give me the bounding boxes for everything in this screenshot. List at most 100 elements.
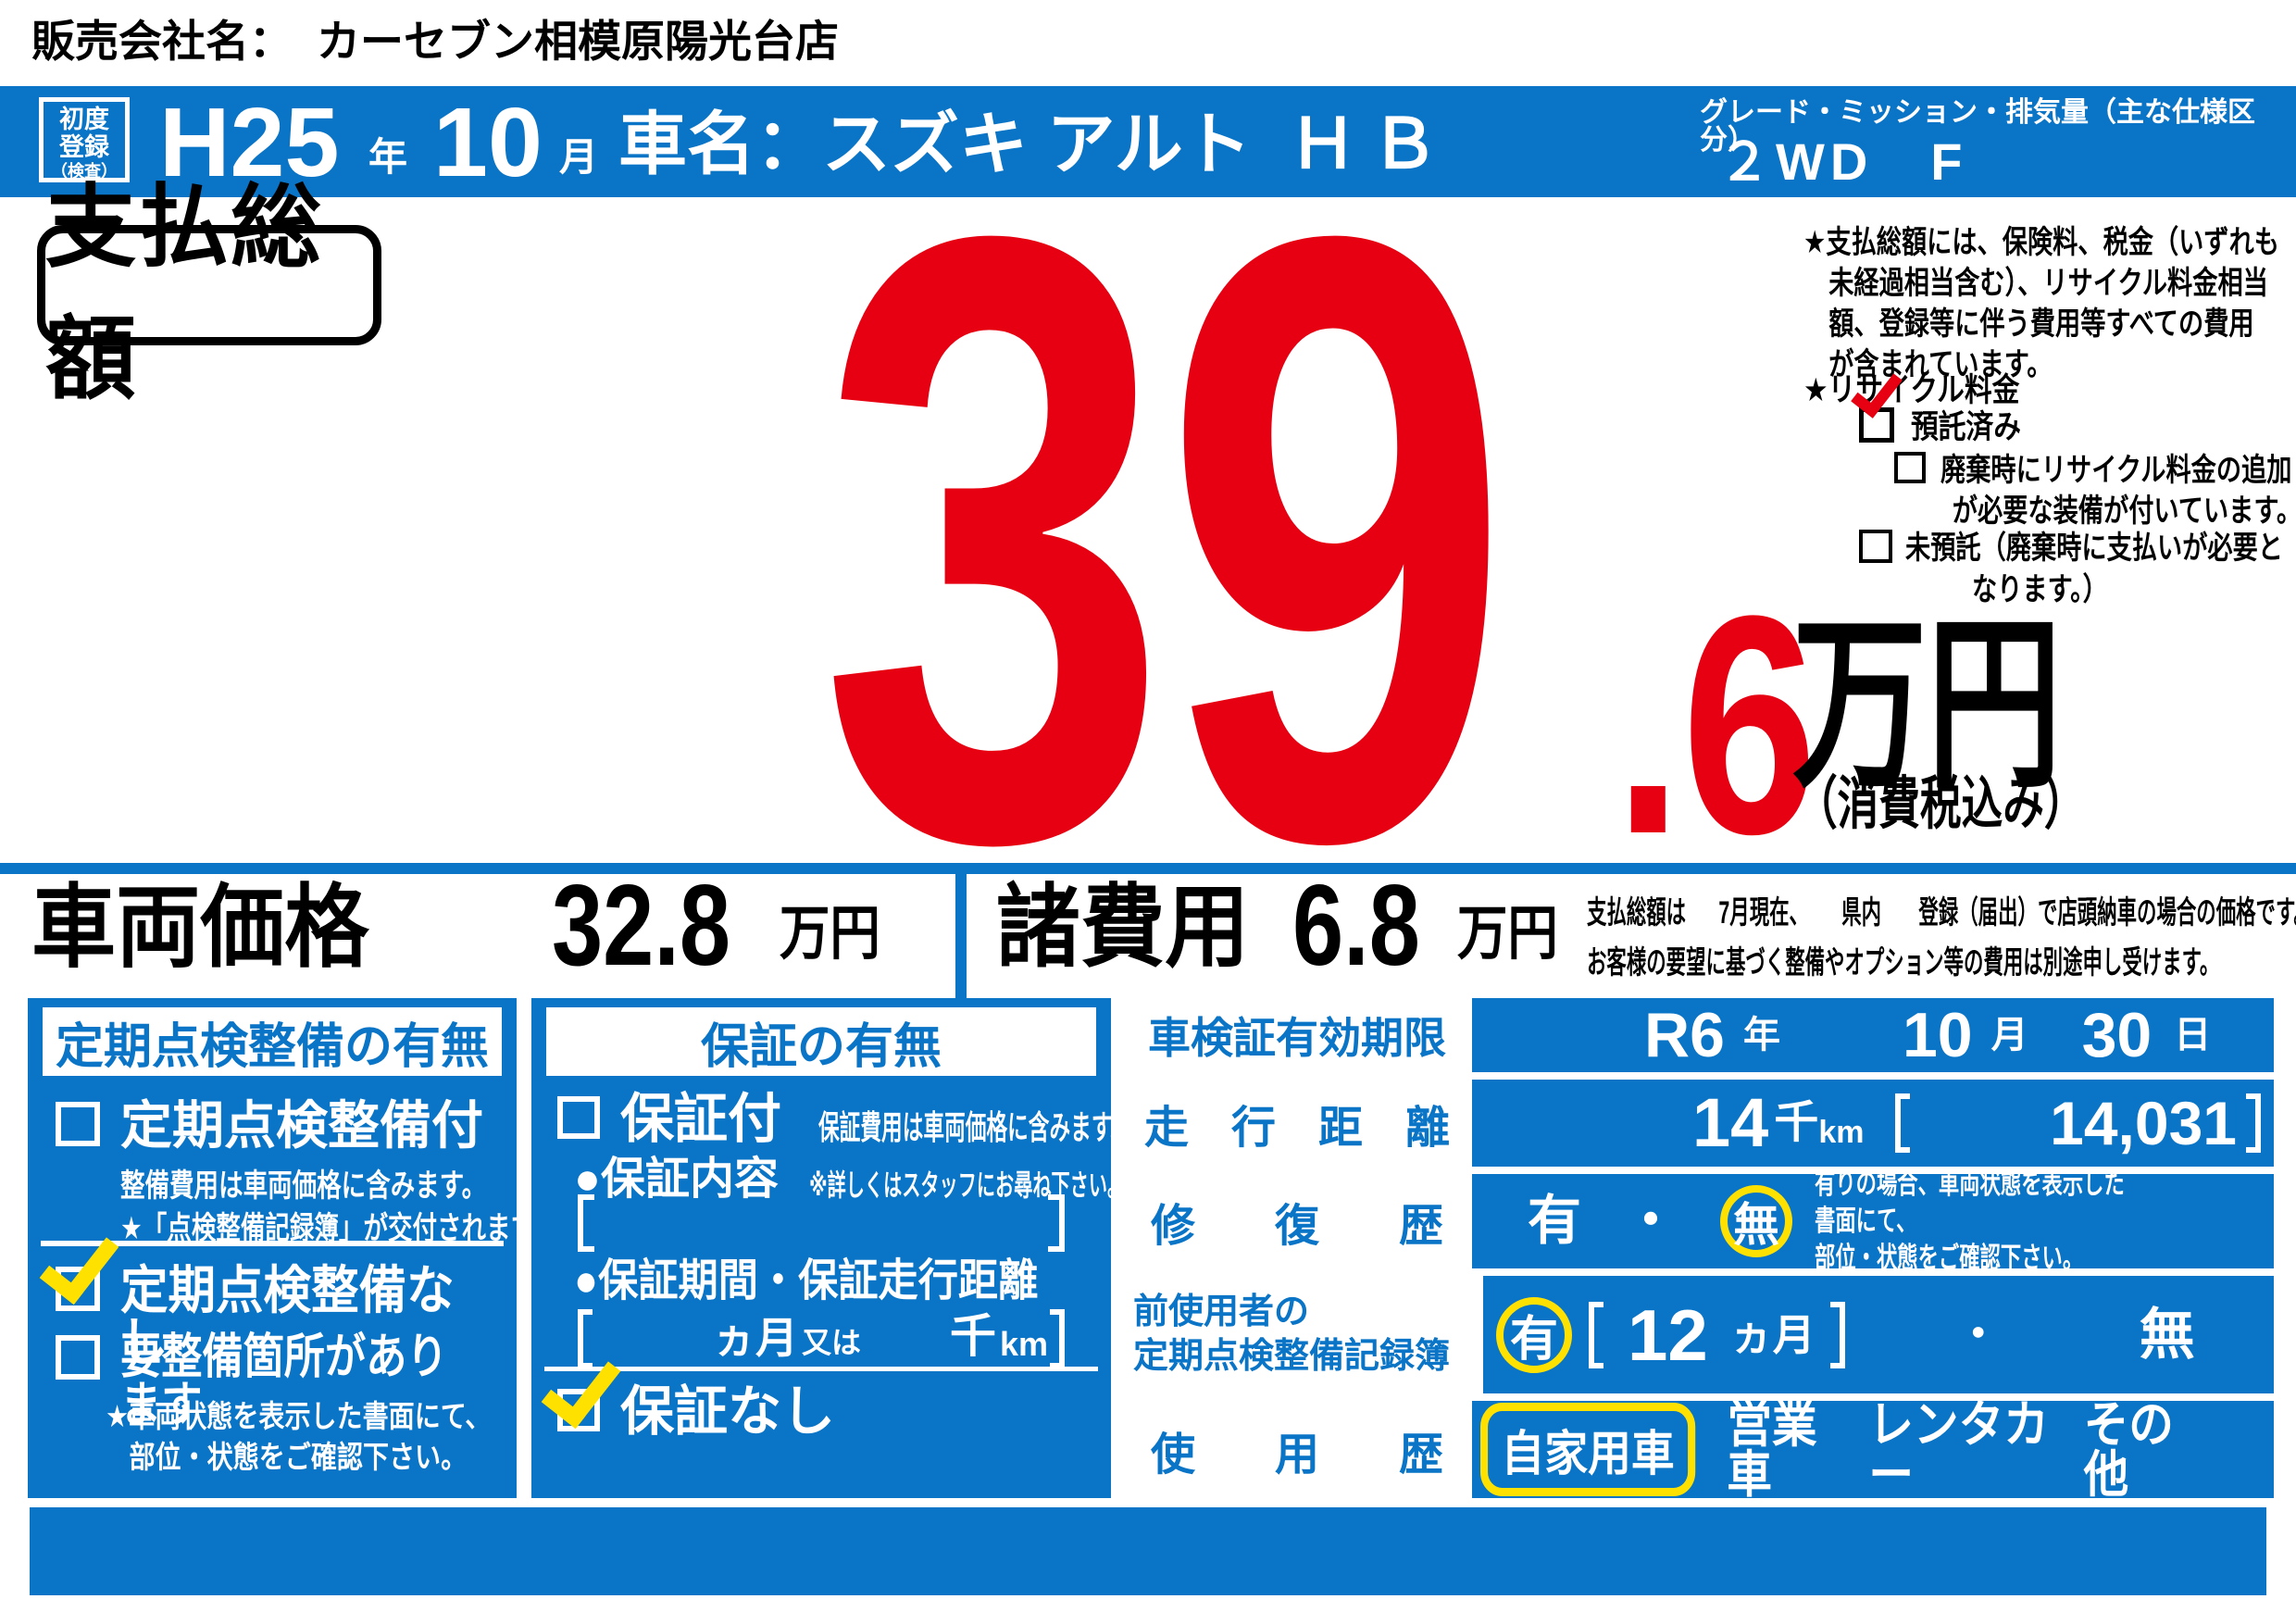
price-tax-note: （消費税込み） <box>1796 772 2086 836</box>
warranty-period-label: ●保証期間・保証走行距離 <box>574 1256 1039 1305</box>
badge-text: 初度 登録 <box>59 106 109 161</box>
registration-month: 10 <box>433 88 543 197</box>
mileage-sen: 千 <box>1774 1098 1819 1147</box>
note-part-month: 7月現在、 <box>1718 895 1809 931</box>
mileage-number: 14 <box>1692 1084 1769 1161</box>
spec-label: グレード・ミッション・排気量（主な仕様区分） <box>1700 97 2255 156</box>
maintenance-none-label: 定期点検整備なし <box>120 1261 455 1371</box>
maintenance-with-label: 定期点検整備付 <box>120 1096 483 1155</box>
recycle-deposited-checkbox <box>1859 407 1894 443</box>
odometer-value: 14,031 <box>2050 1089 2237 1157</box>
table-row-repair: 修復歴 有 ・ 無 有りの場合、車両状態を表示した書面にて、 部位・状態をご確認… <box>1122 1174 2274 1268</box>
recycle-not-deposited-label: 未預託（廃棄時に支払いが必要と なります。） <box>1905 531 2283 607</box>
table-row-mileage: 走行距離 14 千 km 14,031 <box>1122 1080 2274 1167</box>
table-row-inspection: 車検証有効期限 R6 年 10 月 30 日 <box>1122 998 2274 1072</box>
usage-selected-box: 自家用車 <box>1480 1403 1696 1496</box>
registration-year: H25 <box>159 88 340 197</box>
breakdown-note-line1: 支払総額は 7月現在、 県内 登録（届出）で店頭納車の場合の価格です。 <box>1587 887 2296 932</box>
inspection-day-unit: 日 <box>2174 1015 2212 1056</box>
row-separator <box>1122 1393 2274 1401</box>
bracket-open-icon <box>578 1309 593 1368</box>
yellow-check-icon <box>541 1343 621 1430</box>
header-band: 初度 登録 （検査） H25 年 10 月 車名： スズキ アルト ＨＢ グレー… <box>0 86 2296 197</box>
recycle-deposited-label: 預託済み <box>1911 409 2022 445</box>
repair-no-circled: 無 <box>1720 1185 1793 1257</box>
record-yes-circled: 有 <box>1496 1296 1572 1373</box>
mileage-value: 14 千 km 14,031 <box>1472 1080 2274 1167</box>
maintenance-none-checkbox <box>56 1267 100 1311</box>
usage-option: レンタカー <box>1868 1401 2049 1498</box>
inspection-month-unit: 月 <box>1990 1015 2028 1056</box>
inspection-month: 10 <box>1902 1000 1973 1070</box>
row-separator <box>1122 1167 2274 1174</box>
maintenance-needs-checkbox <box>56 1335 100 1380</box>
car-body-type: ＨＢ <box>1289 106 1452 182</box>
inspection-day: 30 <box>2081 1000 2152 1070</box>
yellow-check-icon <box>39 1219 119 1305</box>
note-part-a: 支払総額は <box>1587 895 1687 931</box>
usage-option: 営業車 <box>1727 1401 1817 1498</box>
total-price-label-box: 支払総額 <box>37 176 381 409</box>
warranty-months-unit: ヵ月 <box>713 1314 798 1362</box>
mileage-label: 走行距離 <box>1122 1080 1472 1167</box>
table-row-record: 前使用者の 定期点検整備記録簿 有 12 ヵ月 ・ 無 <box>1122 1276 2274 1393</box>
fees-unit: 万円 <box>1457 900 1558 967</box>
bracket-open-icon <box>1895 1093 1911 1153</box>
warranty-with-note: 保証費用は車両価格に含みます。 <box>818 1108 1131 1146</box>
record-value: 有 12 ヵ月 ・ 無 <box>1483 1276 2274 1393</box>
maintenance-needs-note: ★車両状態を表示した書面にて、 部位・状態をご確認下さい。 <box>106 1399 492 1474</box>
maintenance-panel: 定期点検整備の有無 定期点検整備付 整備費用は車両価格に含みます。 ★「点検整備… <box>28 998 557 1498</box>
total-price-label: 支払総額 <box>45 176 324 409</box>
record-label: 前使用者の 定期点検整備記録簿 <box>1122 1276 1483 1393</box>
warranty-with-checkbox <box>557 1096 600 1139</box>
bracket-close-icon <box>1048 1194 1065 1252</box>
dealer-name: カーセブン相模原陽光台店 <box>317 17 839 66</box>
usage-label: 使用歴 <box>1122 1401 1472 1498</box>
fees-value: 6.8 <box>1292 862 1420 990</box>
bracket-close-icon <box>1829 1301 1845 1368</box>
fees-label: 諸費用 <box>996 876 1250 978</box>
record-no: 無 <box>2139 1303 2195 1366</box>
maintenance-divider <box>41 1241 504 1246</box>
price-decimal: .6 <box>1615 552 1817 899</box>
dealer-label: 販売会社名： <box>31 17 293 66</box>
recycle-extra-checkbox <box>1894 452 1926 483</box>
maintenance-needs-label: 要整備箇所があります <box>120 1330 448 1432</box>
inspection-value: R6 年 10 月 30 日 <box>1472 998 2274 1072</box>
car-name-label: 車名： <box>618 106 824 182</box>
record-months-unit: ヵ月 <box>1729 1310 1816 1359</box>
badge-subtext: （検査） <box>51 162 118 181</box>
bracket-close-icon <box>1050 1309 1065 1368</box>
warranty-sen: 千 <box>950 1310 996 1362</box>
recycle-fee-title: ★リサイクル料金 <box>1803 372 2020 408</box>
dealer-line: 販売会社名： カーセブン相模原陽光台店 <box>31 6 839 69</box>
vehicle-price-label: 車両価格 <box>31 876 369 978</box>
inspection-year-unit: 年 <box>1742 1015 1780 1056</box>
table-row-usage: 使用歴 自家用車 営業車 レンタカー その他 <box>1122 1401 2274 1498</box>
bracket-close-icon <box>2246 1093 2261 1153</box>
row-separator <box>1122 1072 2274 1080</box>
maintenance-title: 定期点検整備の有無 <box>43 1007 502 1076</box>
warranty-panel: 保証の有無 保証付 保証費用は車両価格に含みます。 ●保証内容 ※詳しくはスタッ… <box>531 998 1131 1498</box>
record-separator: ・ <box>1955 1309 2001 1359</box>
total-price-note: ★支払総額には、保険料、税金（いずれも 未経過相当含む）、リサイクル料金相当 額… <box>1803 225 2279 382</box>
vehicle-price-value: 32.8 <box>552 862 731 990</box>
record-months: 12 <box>1628 1293 1708 1376</box>
car-name: スズキ アルト <box>822 106 1252 182</box>
usage-option: その他 <box>2083 1401 2174 1498</box>
details-table: 車検証有効期限 R6 年 10 月 30 日 走行距離 14 千 km 14,0… <box>1122 998 2274 1498</box>
note-part-prefecture: 県内 <box>1841 895 1882 931</box>
warranty-with-label: 保証付 <box>620 1089 782 1149</box>
repair-value: 有 ・ 無 有りの場合、車両状態を表示した書面にて、 部位・状態をご確認下さい。 <box>1472 1174 2274 1268</box>
price-integer: 39 <box>819 58 1512 1020</box>
first-registration-badge: 初度 登録 （検査） <box>39 97 130 182</box>
mileage-km: km <box>1818 1115 1865 1150</box>
repair-label: 修復歴 <box>1122 1174 1472 1268</box>
inspection-label: 車検証有効期限 <box>1122 998 1472 1072</box>
usage-value: 自家用車 営業車 レンタカー その他 <box>1472 1401 2274 1498</box>
repair-yes: 有 <box>1528 1191 1582 1251</box>
breakdown-note-line2: お客様の要望に基づく整備やオプション等の費用は別途申し受けます。 <box>1587 945 2220 981</box>
footer-bar <box>30 1507 2266 1595</box>
warranty-none-checkbox <box>557 1389 600 1431</box>
